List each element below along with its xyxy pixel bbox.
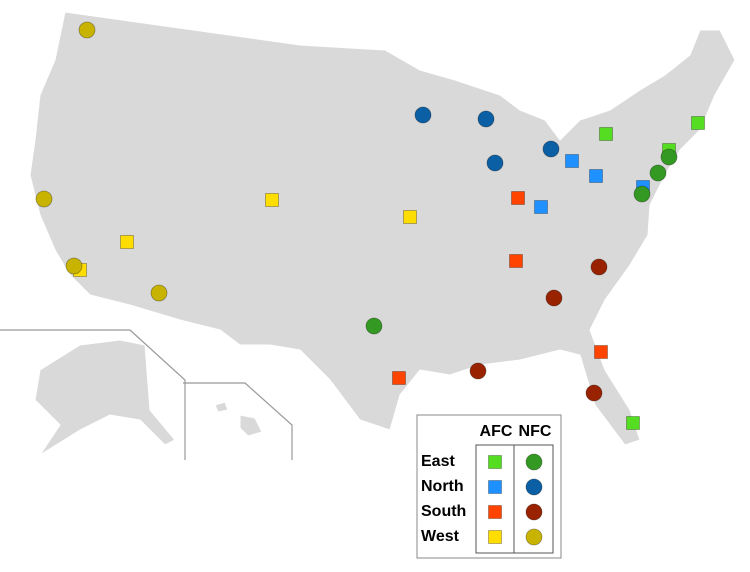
nfc-marker: [542, 140, 560, 158]
afc-marker: [691, 116, 705, 130]
afc-marker: [488, 455, 502, 469]
alaska: [34, 339, 176, 456]
legend-rows: East North South West: [421, 453, 543, 546]
afc-marker: [599, 127, 613, 141]
nfc-marker: [525, 528, 543, 546]
hawaii-inset-border: [183, 382, 293, 460]
afc-marker: [120, 235, 134, 249]
afc-marker: [534, 200, 548, 214]
nfc-marker: [414, 106, 432, 124]
nfc-marker: [486, 154, 504, 172]
nfc-marker: [633, 185, 651, 203]
nfc-marker: [150, 284, 168, 302]
afc-marker: [488, 480, 502, 494]
afc-marker: [488, 530, 502, 544]
afc-marker: [392, 371, 406, 385]
legend-row-label: East: [421, 453, 455, 470]
afc-marker: [565, 154, 579, 168]
afc-marker: [265, 193, 279, 207]
afc-marker: [511, 191, 525, 205]
team-markers: [35, 21, 705, 430]
legend-column: NFC: [519, 423, 552, 440]
afc-marker: [403, 210, 417, 224]
legend-row-label: North: [421, 478, 464, 495]
nfc-marker: [78, 21, 96, 39]
hawaii: [214, 401, 263, 437]
nfc-marker: [660, 148, 678, 166]
nfc-marker: [477, 110, 495, 128]
nfc-marker: [649, 164, 667, 182]
legend: AFC NFC East North South West: [416, 414, 562, 559]
nfc-marker: [525, 478, 543, 496]
nfc-marker: [525, 503, 543, 521]
nfc-marker: [525, 453, 543, 471]
legend-column: AFC: [480, 423, 513, 440]
afc-marker: [594, 345, 608, 359]
afc-marker: [509, 254, 523, 268]
afc-marker: [626, 416, 640, 430]
legend-row-label: South: [421, 503, 466, 520]
afc-marker: [488, 505, 502, 519]
afc-marker: [589, 169, 603, 183]
nfc-marker: [365, 317, 383, 335]
nfc-marker: [469, 362, 487, 380]
nfc-marker: [65, 257, 83, 275]
alaska-inset-border: [0, 329, 186, 460]
nfc-marker: [590, 258, 608, 276]
nfc-marker: [585, 384, 603, 402]
legend-row-label: West: [421, 528, 460, 545]
nfc-marker: [545, 289, 563, 307]
nfc-marker: [35, 190, 53, 208]
